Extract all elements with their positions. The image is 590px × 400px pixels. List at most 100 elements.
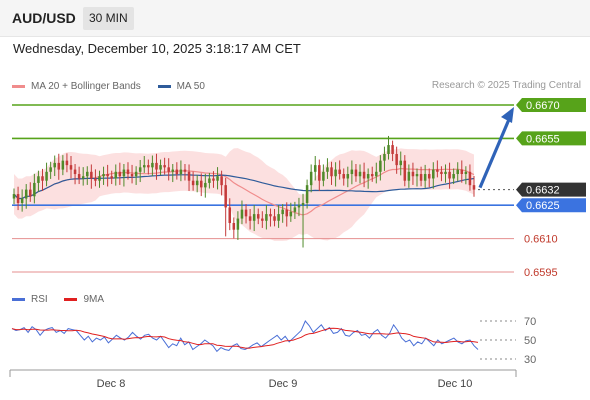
- candle-body: [436, 170, 439, 172]
- candle-body: [338, 170, 341, 174]
- candle-body: [58, 163, 61, 170]
- candle-body: [412, 172, 415, 176]
- level-label: 0.6595: [524, 267, 558, 279]
- x-tick-label: Dec 10: [438, 378, 473, 390]
- candle-body: [13, 194, 16, 198]
- candle-body: [98, 176, 101, 180]
- candle-body: [249, 216, 252, 220]
- candle-body: [188, 172, 191, 181]
- level-tag-label: 0.6632: [526, 185, 560, 197]
- rsi-tick-label: 50: [524, 335, 536, 347]
- level-tag-label: 0.6625: [526, 200, 560, 212]
- candle-body: [399, 161, 402, 165]
- candle-body: [90, 172, 93, 179]
- candle-body: [33, 183, 36, 196]
- candle-body: [342, 174, 345, 178]
- candle-body: [456, 170, 459, 174]
- candle-body: [159, 165, 162, 169]
- candle-body: [41, 176, 44, 180]
- candle-body: [469, 172, 472, 185]
- candle-body: [143, 165, 146, 167]
- x-tick-label: Dec 8: [97, 378, 126, 390]
- candle-body: [257, 214, 260, 218]
- candle-body: [115, 172, 118, 179]
- candle-body: [302, 203, 305, 205]
- candle-body: [440, 172, 443, 174]
- candle-body: [281, 210, 284, 214]
- candle-body: [147, 165, 150, 167]
- candle-body: [273, 216, 276, 220]
- candle-body: [233, 223, 236, 230]
- candle-body: [334, 170, 337, 177]
- candle-body: [298, 205, 301, 207]
- candle-body: [351, 170, 354, 174]
- rsi-tick-label: 70: [524, 316, 536, 328]
- candle-body: [318, 165, 321, 181]
- candle-body: [473, 185, 476, 189]
- candle-body: [424, 174, 427, 181]
- candle-body: [355, 170, 358, 177]
- candle-body: [375, 172, 378, 176]
- candle-body: [62, 161, 65, 170]
- candle-body: [245, 210, 248, 217]
- candle-body: [290, 212, 293, 216]
- candle-body: [448, 172, 451, 179]
- candle-body: [383, 154, 386, 161]
- candle-body: [387, 145, 390, 154]
- candle-body: [86, 172, 89, 176]
- candle-body: [228, 207, 231, 223]
- candle-body: [371, 174, 374, 176]
- rsi-tick-label: 30: [524, 354, 536, 366]
- candle-body: [408, 172, 411, 181]
- candle-body: [196, 181, 199, 185]
- candle-body: [265, 214, 268, 221]
- rsi-line: [12, 321, 478, 351]
- candle-body: [200, 181, 203, 188]
- candle-body: [49, 167, 52, 171]
- candle-body: [277, 214, 280, 221]
- candle-body: [110, 176, 113, 178]
- candle-body: [379, 161, 382, 172]
- candle-body: [29, 190, 32, 197]
- candle-body: [224, 185, 227, 207]
- candle-body: [139, 167, 142, 171]
- candle-body: [237, 219, 240, 230]
- x-tick-label: Dec 9: [269, 378, 298, 390]
- level-label: 0.6610: [524, 234, 558, 246]
- candle-body: [310, 172, 313, 185]
- candle-body: [204, 183, 207, 187]
- candle-body: [74, 170, 77, 174]
- candle-body: [184, 170, 187, 172]
- candle-body: [25, 190, 28, 199]
- level-tag-label: 0.6655: [526, 133, 560, 145]
- candle-body: [395, 154, 398, 165]
- candle-body: [94, 178, 97, 180]
- candle-body: [21, 199, 24, 203]
- candle-body: [212, 178, 215, 180]
- candle-body: [294, 207, 297, 211]
- candle-body: [465, 172, 468, 174]
- candle-body: [208, 178, 211, 182]
- candle-body: [66, 161, 69, 165]
- candle-body: [391, 145, 394, 154]
- candle-body: [180, 170, 183, 174]
- candle-body: [37, 176, 40, 183]
- candle-body: [220, 176, 223, 185]
- candle-body: [241, 210, 244, 219]
- candle-body: [404, 161, 407, 181]
- forecast-arrow-shaft: [480, 117, 510, 188]
- candle-body: [432, 170, 435, 179]
- level-tag-label: 0.6670: [526, 100, 560, 112]
- candle-body: [163, 165, 166, 167]
- candle-body: [78, 174, 81, 178]
- x-axis: Dec 8 Dec 9 Dec 10: [10, 370, 516, 390]
- candle-body: [155, 163, 158, 170]
- candle-body: [330, 167, 333, 176]
- candle-body: [322, 172, 325, 181]
- candle-body: [216, 176, 219, 180]
- rsi-ma9-line: [12, 328, 478, 348]
- candle-body: [420, 174, 423, 181]
- candle-body: [314, 165, 317, 172]
- candle-body: [171, 170, 174, 172]
